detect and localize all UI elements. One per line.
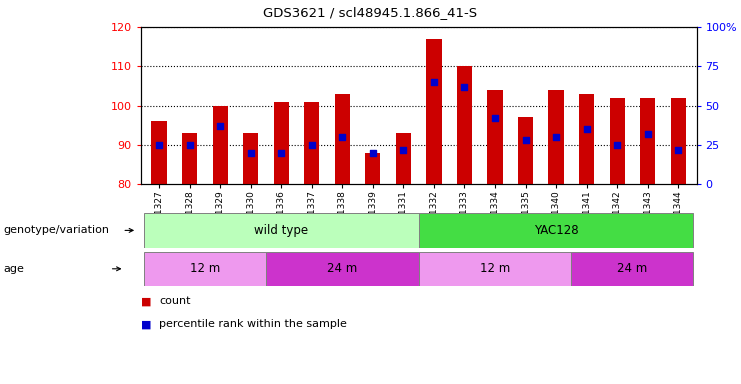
Bar — [640, 98, 655, 184]
Bar — [396, 133, 411, 184]
Bar — [457, 66, 472, 184]
Bar — [419, 252, 571, 286]
Bar — [671, 98, 686, 184]
Bar — [273, 102, 289, 184]
Point — [276, 150, 288, 156]
Bar — [419, 213, 694, 248]
Bar — [335, 94, 350, 184]
Bar — [365, 153, 380, 184]
Text: ■: ■ — [141, 296, 151, 306]
Point — [245, 150, 256, 156]
Point — [489, 115, 501, 121]
Bar — [488, 90, 502, 184]
Text: 12 m: 12 m — [190, 262, 220, 275]
Text: 24 m: 24 m — [328, 262, 357, 275]
Point — [397, 147, 409, 153]
Point — [611, 142, 623, 148]
Point — [184, 142, 196, 148]
Text: wild type: wild type — [254, 224, 308, 237]
Text: YAC128: YAC128 — [534, 224, 579, 237]
Bar — [144, 252, 266, 286]
Bar — [518, 118, 534, 184]
Text: age: age — [4, 264, 24, 274]
Bar — [304, 102, 319, 184]
Point — [672, 147, 684, 153]
Point — [367, 150, 379, 156]
Point — [306, 142, 318, 148]
Text: percentile rank within the sample: percentile rank within the sample — [159, 319, 348, 329]
Point — [428, 79, 440, 85]
Point — [214, 123, 226, 129]
Bar — [426, 39, 442, 184]
Bar — [571, 252, 694, 286]
Point — [581, 126, 593, 132]
Bar — [144, 213, 419, 248]
Bar — [610, 98, 625, 184]
Bar — [151, 121, 167, 184]
Text: 24 m: 24 m — [617, 262, 648, 275]
Text: ■: ■ — [141, 319, 151, 329]
Bar — [182, 133, 197, 184]
Point — [519, 137, 531, 143]
Bar — [266, 252, 419, 286]
Text: genotype/variation: genotype/variation — [4, 225, 110, 235]
Point — [336, 134, 348, 140]
Text: GDS3621 / scl48945.1.866_41-S: GDS3621 / scl48945.1.866_41-S — [264, 6, 477, 19]
Bar — [243, 133, 259, 184]
Point — [550, 134, 562, 140]
Bar — [579, 94, 594, 184]
Bar — [213, 106, 227, 184]
Text: count: count — [159, 296, 191, 306]
Point — [642, 131, 654, 137]
Text: 12 m: 12 m — [480, 262, 510, 275]
Bar — [548, 90, 564, 184]
Point — [153, 142, 165, 148]
Point — [459, 84, 471, 90]
